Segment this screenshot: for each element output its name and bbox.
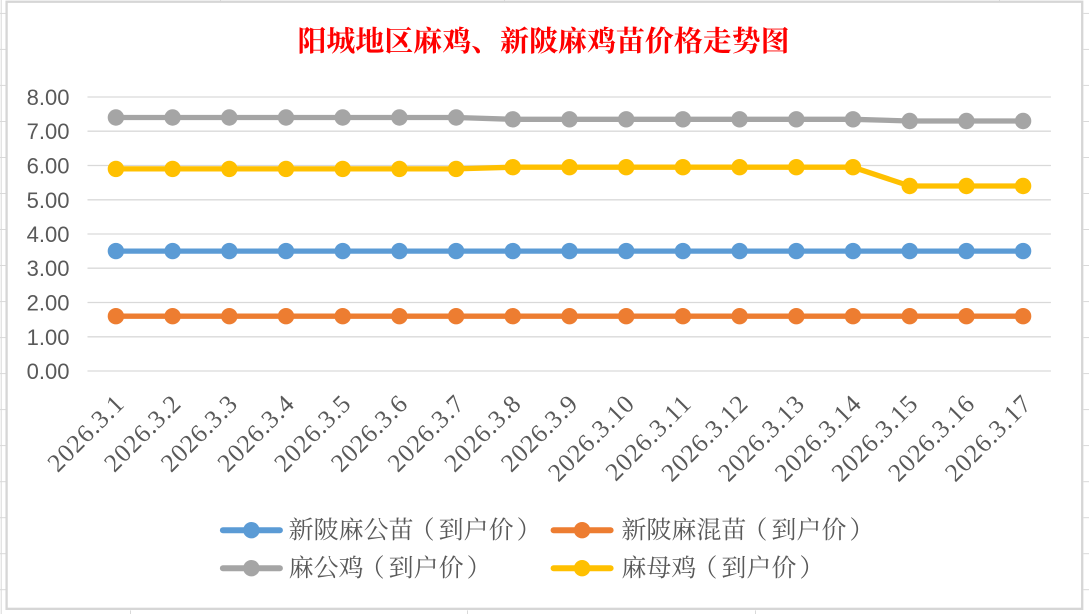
svg-text:2.00: 2.00 xyxy=(27,291,70,316)
svg-text:0.00: 0.00 xyxy=(27,359,70,384)
svg-text:8.00: 8.00 xyxy=(27,85,70,110)
svg-text:1.00: 1.00 xyxy=(27,325,70,350)
svg-text:4.00: 4.00 xyxy=(27,222,70,247)
svg-text:6.00: 6.00 xyxy=(27,154,70,179)
svg-text:7.00: 7.00 xyxy=(27,119,70,144)
svg-text:3.00: 3.00 xyxy=(27,256,70,281)
svg-text:5.00: 5.00 xyxy=(27,188,70,213)
